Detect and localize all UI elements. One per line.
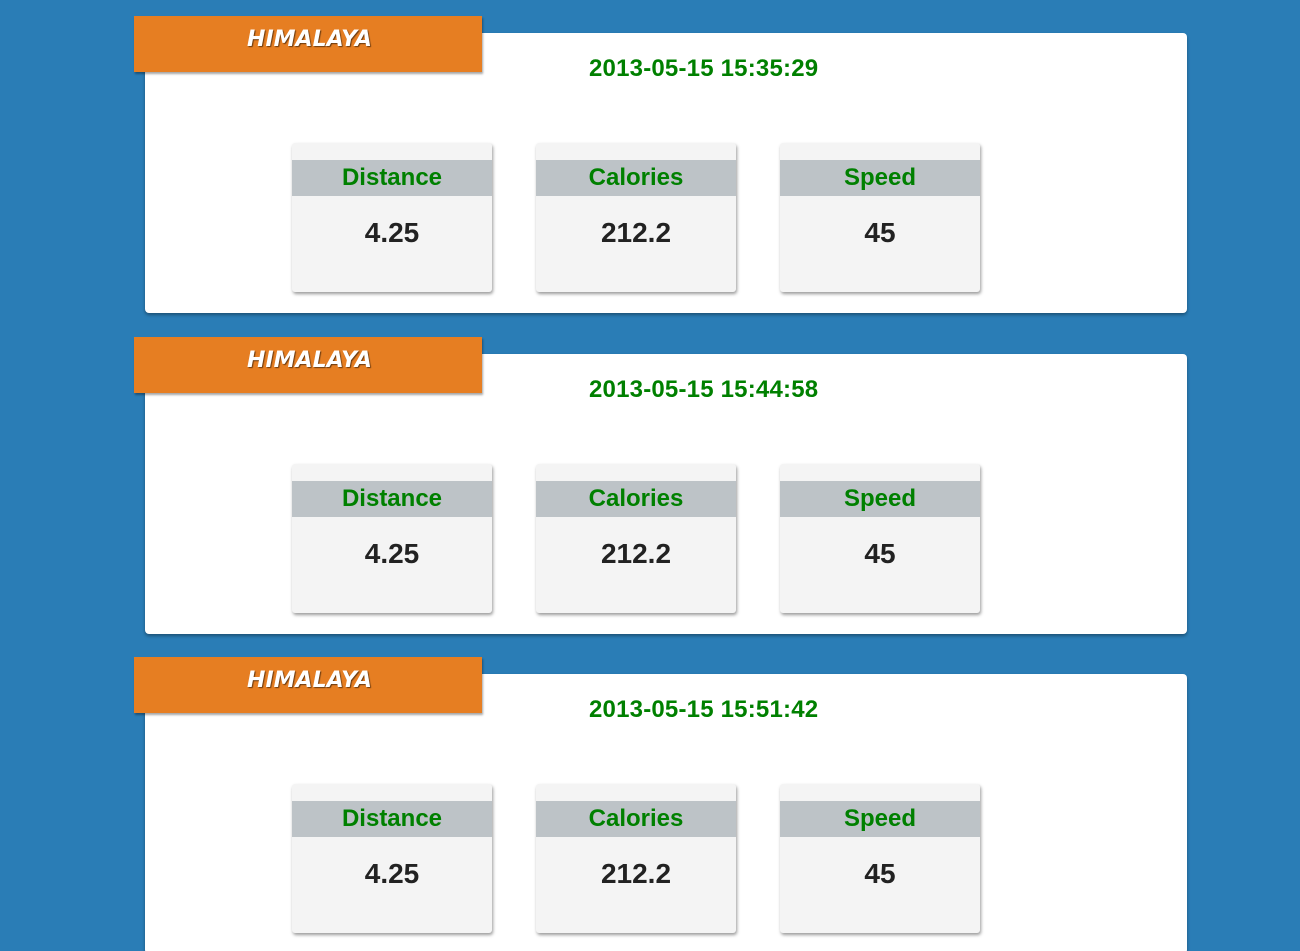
stat-label: Speed bbox=[780, 481, 980, 517]
stat-value: 212.2 bbox=[600, 538, 672, 569]
workout-entry: HIMALAYA 2013-05-15 15:44:58 Distance 4.… bbox=[0, 337, 1300, 637]
entry-timestamp: 2013-05-15 15:51:42 bbox=[589, 696, 819, 723]
workout-entry: HIMALAYA 2013-05-15 15:51:42 Distance 4.… bbox=[0, 657, 1300, 951]
stat-value: 4.25 bbox=[364, 538, 420, 569]
stat-label: Calories bbox=[536, 160, 736, 196]
stat-speed: Speed 45 bbox=[780, 464, 980, 613]
stat-value: 212.2 bbox=[600, 217, 672, 248]
stat-distance: Distance 4.25 bbox=[292, 784, 492, 933]
brand-ribbon: HIMALAYA bbox=[134, 657, 482, 713]
stat-label: Calories bbox=[536, 801, 736, 837]
stat-value: 4.25 bbox=[364, 217, 420, 248]
brand-ribbon: HIMALAYA bbox=[134, 16, 482, 72]
stat-value: 45 bbox=[864, 858, 896, 889]
stat-value: 45 bbox=[864, 538, 896, 569]
stat-calories: Calories 212.2 bbox=[536, 784, 736, 933]
stat-speed: Speed 45 bbox=[780, 143, 980, 292]
stat-label: Speed bbox=[780, 801, 980, 837]
brand-label: HIMALAYA bbox=[247, 668, 372, 693]
entry-timestamp: 2013-05-15 15:35:29 bbox=[589, 55, 819, 82]
stat-value: 4.25 bbox=[364, 858, 420, 889]
stat-label: Distance bbox=[292, 801, 492, 837]
workout-entry: HIMALAYA 2013-05-15 15:35:29 Distance 4.… bbox=[0, 16, 1300, 316]
entry-timestamp: 2013-05-15 15:44:58 bbox=[589, 376, 819, 403]
brand-ribbon: HIMALAYA bbox=[134, 337, 482, 393]
stat-calories: Calories 212.2 bbox=[536, 143, 736, 292]
stat-label: Distance bbox=[292, 160, 492, 196]
brand-label: HIMALAYA bbox=[247, 348, 372, 373]
stat-speed: Speed 45 bbox=[780, 784, 980, 933]
stat-value: 45 bbox=[864, 217, 896, 248]
stat-calories: Calories 212.2 bbox=[536, 464, 736, 613]
brand-label: HIMALAYA bbox=[247, 27, 372, 52]
stat-value: 212.2 bbox=[600, 858, 672, 889]
stat-label: Calories bbox=[536, 481, 736, 517]
stat-distance: Distance 4.25 bbox=[292, 143, 492, 292]
stat-label: Distance bbox=[292, 481, 492, 517]
stat-distance: Distance 4.25 bbox=[292, 464, 492, 613]
stat-label: Speed bbox=[780, 160, 980, 196]
